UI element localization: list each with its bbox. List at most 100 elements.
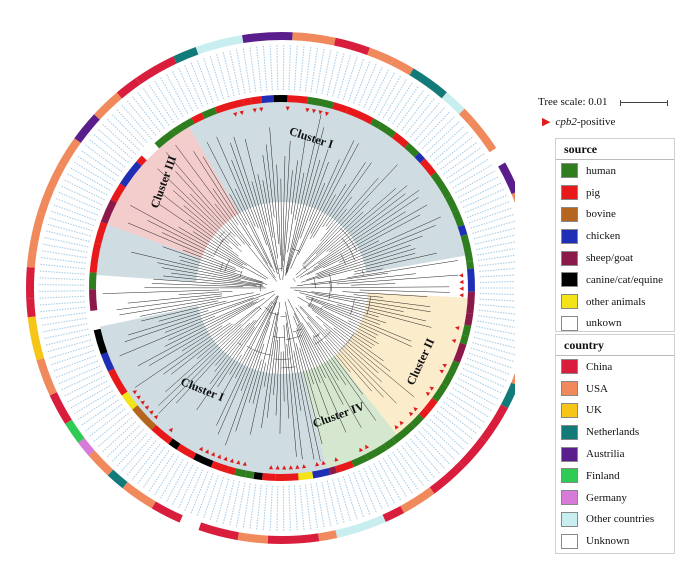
tree-arc <box>366 296 371 316</box>
source-segment <box>383 438 397 450</box>
country-segment <box>94 92 122 120</box>
tree-branch <box>299 292 432 328</box>
country-segment <box>195 35 244 55</box>
source-legend-label: unkown <box>586 317 622 330</box>
cpb2-marker <box>295 464 300 470</box>
color-swatch-icon <box>561 402 578 418</box>
source-segment <box>452 210 465 228</box>
strain-label <box>66 380 108 404</box>
cpb2-marker <box>454 326 460 331</box>
strain-label <box>142 87 170 126</box>
tree-branch <box>311 273 416 286</box>
strain-label <box>255 484 262 531</box>
cpb2-marker <box>236 460 241 465</box>
strain-label <box>299 485 305 532</box>
tree-branch <box>147 220 244 269</box>
strain-label <box>147 453 175 493</box>
strain-label <box>66 172 108 196</box>
strain-label <box>41 323 88 333</box>
source-legend-label: canine/cat/equine <box>586 273 663 286</box>
source-legend-item: canine/cat/equine <box>556 269 674 291</box>
tree-branch <box>189 193 242 247</box>
source-legend-item: other animals <box>556 291 674 313</box>
tree-branch <box>262 154 279 259</box>
strain-label <box>353 60 371 104</box>
strain-label <box>405 441 436 479</box>
strain-label <box>76 155 116 182</box>
strain-label <box>57 365 101 385</box>
tree-branch <box>234 188 275 273</box>
strain-label <box>477 320 515 328</box>
cpb2-marker <box>459 279 464 285</box>
strain-label <box>60 370 103 391</box>
tree-branch <box>300 161 329 239</box>
cpb2-marker <box>459 293 464 298</box>
source-segment <box>108 368 128 396</box>
strain-label <box>38 301 85 306</box>
strain-label <box>342 476 358 521</box>
tree-branch <box>295 211 364 276</box>
source-segment <box>89 242 102 273</box>
strain-label <box>387 454 414 495</box>
tree-branch <box>240 301 277 391</box>
cpb2-marker-ring <box>132 106 464 470</box>
tree-branch <box>283 324 290 419</box>
tree-branch <box>322 240 380 269</box>
tree-branch <box>116 295 223 311</box>
strain-label <box>222 479 235 525</box>
cpb2-marker <box>144 405 150 410</box>
strain-label <box>69 166 111 191</box>
strain-label <box>332 51 345 97</box>
strain-label <box>368 68 390 111</box>
country-segment <box>459 437 487 468</box>
tree-branch <box>280 178 283 272</box>
tree-arc <box>340 227 358 251</box>
country-segment <box>57 138 81 169</box>
tree-branch <box>282 170 293 280</box>
tree-branch <box>308 304 375 346</box>
strain-label <box>235 48 246 94</box>
source-legend-item: human <box>556 160 674 182</box>
cpb2-marker <box>232 112 238 117</box>
strain-label <box>88 138 126 168</box>
strain-label <box>96 416 133 448</box>
tree-branches <box>102 114 459 462</box>
tree-branch <box>303 188 397 270</box>
tree-branch <box>302 177 379 265</box>
tree-branch <box>294 172 305 221</box>
strain-label <box>147 83 175 123</box>
tree-branch <box>315 200 370 255</box>
source-segment <box>392 132 409 148</box>
strain-label <box>436 410 474 440</box>
strain-label <box>373 71 396 113</box>
source-segment <box>432 383 448 403</box>
tree-branch <box>306 244 411 281</box>
strain-label <box>288 485 292 532</box>
strain-label <box>460 182 503 203</box>
tree-branch <box>326 185 408 252</box>
tree-branch <box>310 298 381 325</box>
tree-branch <box>175 145 251 246</box>
cpb2-marker <box>359 447 364 453</box>
source-legend-label: bovine <box>586 208 616 221</box>
strain-label <box>337 53 352 99</box>
cpb2-marker <box>223 456 228 462</box>
country-segment <box>36 358 57 396</box>
strain-label <box>106 425 140 458</box>
tree-branch <box>261 302 281 429</box>
strain-label <box>126 99 157 136</box>
strain-label <box>409 438 441 475</box>
country-segment <box>500 382 515 409</box>
cpb2-marker <box>365 444 370 450</box>
tree-branch <box>290 159 340 269</box>
strain-label <box>470 347 515 363</box>
cpb2-marker <box>321 460 326 466</box>
tree-branch <box>285 159 321 276</box>
strain-label <box>38 284 85 286</box>
strain-label <box>63 375 105 397</box>
country-segment <box>28 212 46 253</box>
tree-branch <box>119 315 216 357</box>
tree-branch <box>295 307 377 421</box>
tree-arc <box>219 231 225 238</box>
strain-label <box>171 464 194 507</box>
